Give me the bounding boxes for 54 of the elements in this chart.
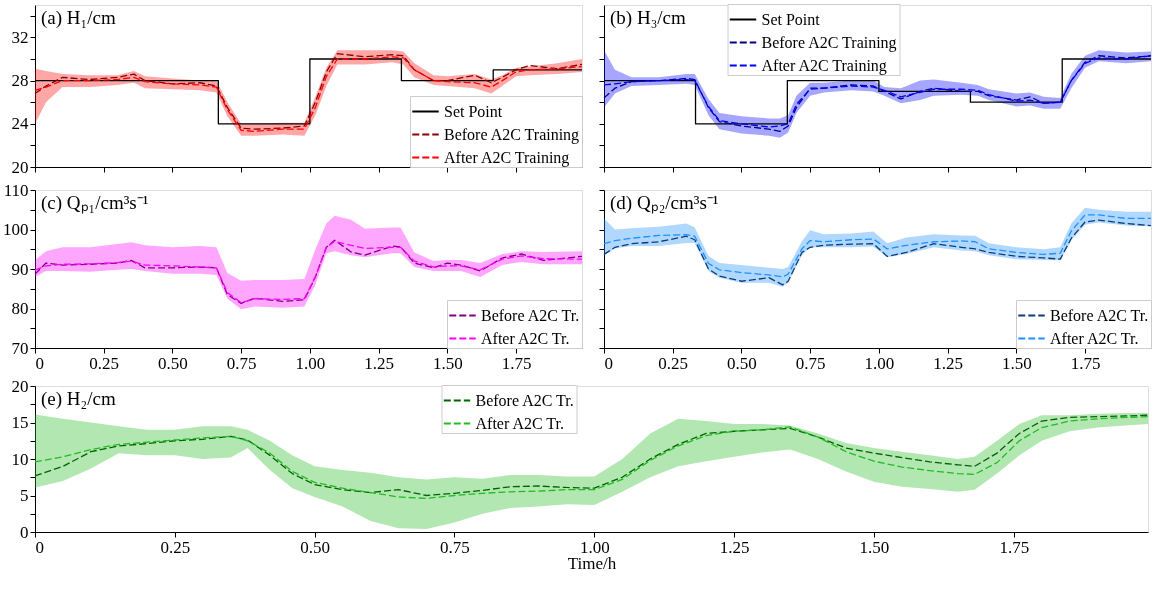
x-tick-label: 0.75: [440, 537, 470, 557]
x-tick-label: 0.50: [158, 353, 188, 373]
legend-label: Before A2C Tr.: [481, 306, 580, 324]
y-tick-label: 0: [20, 522, 29, 542]
x-tick-label: 0.25: [658, 353, 689, 373]
y-tick-label: 10: [11, 449, 29, 469]
x-tick-label: 1.75: [1070, 353, 1101, 373]
legend-label: After A2C Training: [444, 148, 570, 167]
x-tick-label: 1.75: [999, 537, 1030, 557]
y-tick-label: 90: [11, 259, 29, 279]
chart-title: (d) Qₚ₂/cm³s⁻¹: [610, 192, 719, 214]
chart-title: (a) H₁/cm: [41, 7, 116, 29]
legend-label: Set Point: [761, 10, 821, 28]
legend-label: Before A2C Training: [444, 125, 580, 144]
legend-label: After A2C Tr.: [475, 414, 564, 432]
x-tick-label: 1.25: [719, 537, 750, 557]
y-tick-label: 28: [11, 71, 29, 91]
y-tick-label: 70: [11, 338, 29, 358]
y-tick-label: 24: [11, 114, 29, 134]
x-tick-label: 0.25: [160, 537, 191, 557]
x-tick-label: 1.75: [501, 353, 532, 373]
legend-label: After A2C Tr.: [1050, 329, 1139, 347]
y-tick-label: 5: [20, 486, 29, 505]
x-tick-label: 1.50: [1001, 353, 1032, 373]
legend-label: Before A2C Training: [761, 33, 897, 52]
y-tick-label: 32: [11, 27, 29, 47]
legend-label: Set Point: [444, 102, 503, 120]
x-tick-label: 0: [604, 353, 613, 373]
x-tick-label: 1.50: [859, 537, 890, 557]
x-tick-label: 0: [35, 353, 44, 373]
legend-label: Before A2C Tr.: [475, 391, 574, 409]
y-tick-label: 20: [11, 157, 29, 177]
y-tick-label: 20: [11, 376, 29, 396]
x-tick-label: 0.25: [89, 353, 120, 373]
x-tick-label: 1.50: [432, 353, 463, 373]
y-tick-label: 100: [3, 220, 29, 239]
y-tick-label: 80: [11, 299, 29, 318]
x-tick-label: 0: [35, 537, 44, 557]
legend-label: After A2C Tr.: [481, 329, 570, 347]
y-tick-label: 110: [3, 180, 29, 200]
x-tick-label: 1.25: [933, 353, 963, 373]
x-tick-label: 1.25: [364, 353, 394, 373]
chart-title: (c) Qₚ₁/cm³s⁻¹: [41, 192, 149, 214]
chart-title: (e) H₂/cm: [41, 388, 116, 410]
x-tick-label: 0.75: [226, 353, 257, 373]
y-tick-label: 15: [11, 413, 29, 432]
legend-label: After A2C Training: [761, 56, 887, 75]
x-tick-label: 0.75: [795, 353, 826, 373]
x-tick-label: 1.00: [864, 353, 895, 373]
x-tick-label: 0.50: [727, 353, 757, 373]
chart-title: (b) H₃/cm: [610, 7, 686, 29]
x-tick-label: 1.00: [295, 353, 326, 373]
legend-label: Before A2C Tr.: [1050, 306, 1149, 324]
x-tick-label: 0.50: [300, 537, 331, 557]
